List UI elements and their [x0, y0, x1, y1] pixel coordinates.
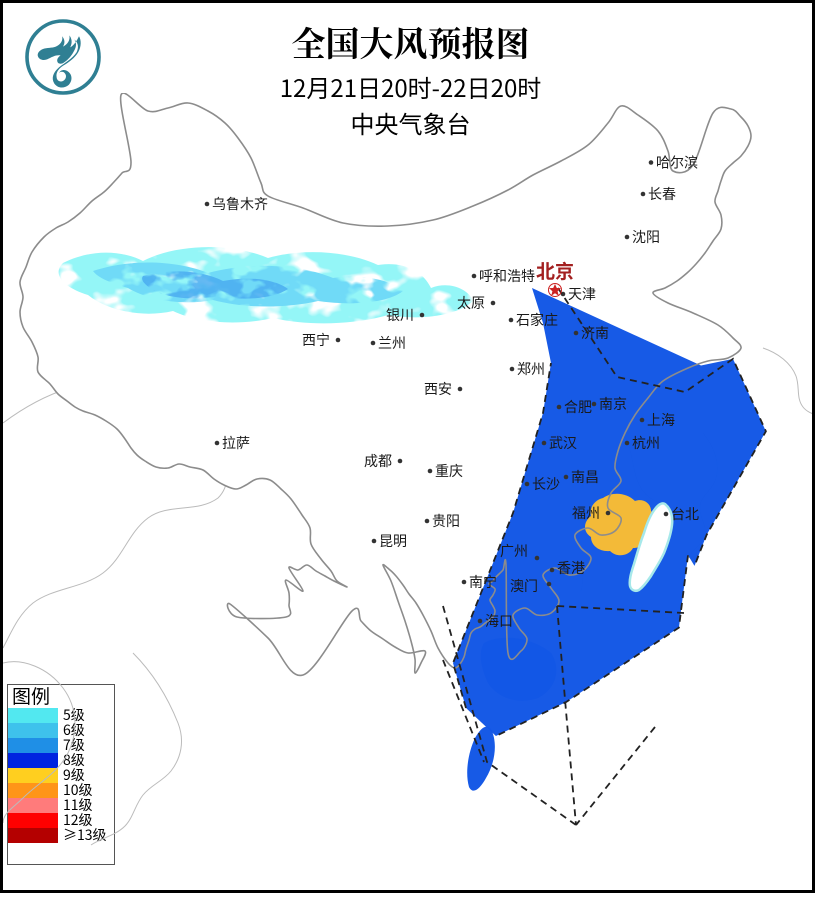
svg-text:天津: 天津 [568, 284, 596, 304]
svg-text:澳门: 澳门 [510, 576, 538, 596]
svg-text:贵阳: 贵阳 [432, 511, 460, 531]
svg-text:济南: 济南 [581, 323, 609, 343]
svg-text:成都: 成都 [364, 451, 392, 471]
svg-text:重庆: 重庆 [435, 461, 463, 481]
svg-text:昆明: 昆明 [379, 531, 407, 551]
svg-text:福州: 福州 [572, 503, 600, 523]
svg-text:合肥: 合肥 [564, 397, 592, 417]
svg-text:武汉: 武汉 [549, 433, 577, 453]
svg-text:北京: 北京 [536, 257, 574, 284]
svg-text:西安: 西安 [424, 379, 452, 399]
svg-text:上海: 上海 [647, 410, 675, 430]
svg-text:呼和浩特: 呼和浩特 [479, 266, 535, 286]
svg-text:广州: 广州 [500, 541, 528, 561]
svg-text:银川: 银川 [386, 305, 414, 325]
svg-text:台北: 台北 [671, 504, 699, 524]
svg-text:拉萨: 拉萨 [222, 433, 250, 453]
svg-text:郑州: 郑州 [517, 359, 545, 379]
svg-text:南昌: 南昌 [571, 467, 599, 487]
svg-text:兰州: 兰州 [378, 333, 406, 353]
svg-text:乌鲁木齐: 乌鲁木齐 [212, 194, 268, 214]
svg-text:长春: 长春 [648, 184, 676, 204]
svg-text:香港: 香港 [557, 558, 585, 578]
svg-text:长沙: 长沙 [532, 474, 560, 494]
svg-text:石家庄: 石家庄 [516, 310, 558, 330]
svg-text:杭州: 杭州 [632, 433, 660, 453]
svg-text:南京: 南京 [599, 394, 627, 414]
svg-text:西宁: 西宁 [302, 330, 330, 350]
svg-text:太原: 太原 [457, 293, 485, 313]
svg-text:沈阳: 沈阳 [632, 227, 660, 247]
svg-text:哈尔滨: 哈尔滨 [656, 153, 698, 173]
svg-text:海口: 海口 [485, 611, 513, 631]
